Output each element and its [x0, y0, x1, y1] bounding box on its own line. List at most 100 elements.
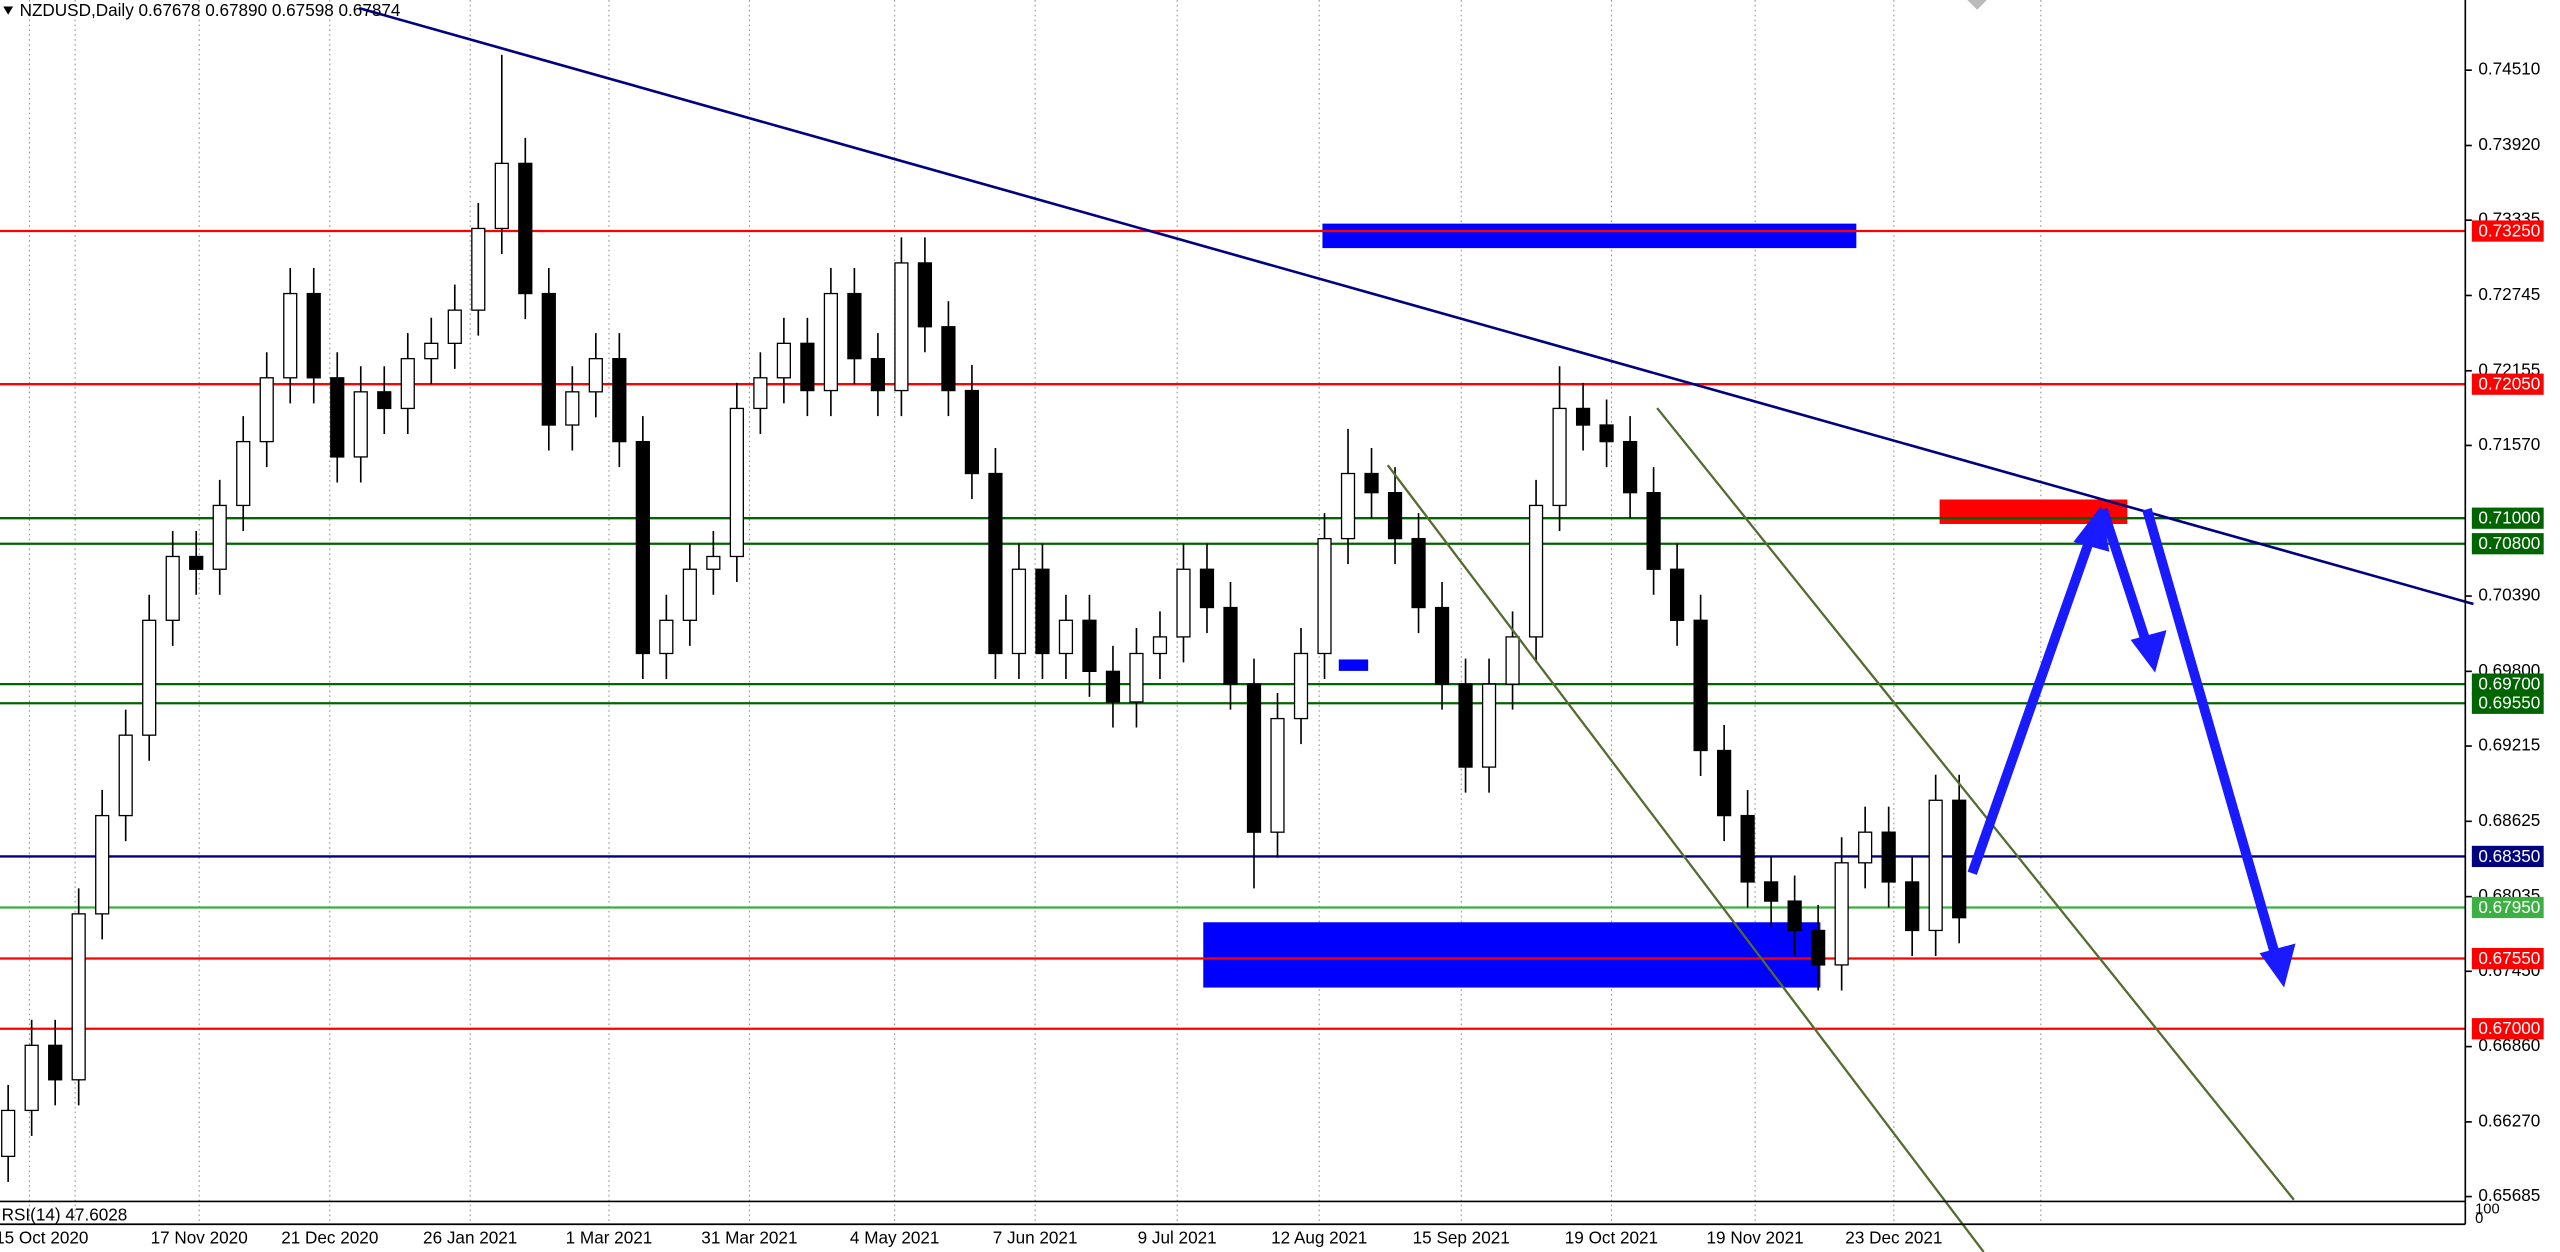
candle-body	[1622, 440, 1638, 494]
candle-body	[400, 358, 415, 410]
candle-body	[1105, 670, 1121, 703]
candle-body	[964, 389, 980, 475]
x-tick-label: 23 Dec 2021	[1845, 1227, 1942, 1247]
candle-body	[729, 407, 744, 558]
level-label: 0.68350	[2478, 846, 2540, 866]
candle-body	[48, 1044, 63, 1081]
x-tick-label: 1 Mar 2021	[566, 1227, 653, 1247]
candle-body	[847, 292, 862, 360]
candle-body	[753, 377, 768, 410]
candle-body	[24, 1044, 39, 1112]
zone-box	[1322, 223, 1857, 249]
y-tick-label: 0.65685	[2478, 1185, 2540, 1205]
candle-body	[1811, 929, 1826, 966]
y-tick-label: 0.70390	[2478, 585, 2540, 605]
candle-body	[118, 734, 133, 817]
candle-body	[1340, 472, 1356, 540]
candle-body	[706, 555, 721, 570]
candle-body	[1387, 492, 1403, 540]
y-tick-label: 0.72745	[2478, 284, 2540, 304]
candle-body	[588, 358, 603, 393]
level-label: 0.67950	[2478, 897, 2540, 917]
x-tick-label: 19 Oct 2021	[1565, 1227, 1658, 1247]
candle-body	[1834, 862, 1849, 966]
rsi-tick-label: 0	[2475, 1211, 2483, 1227]
menu-icon[interactable]	[3, 6, 14, 15]
level-label-box	[2471, 373, 2544, 395]
candle-body	[1434, 606, 1450, 685]
candle-body	[142, 619, 157, 736]
candle-body	[612, 358, 627, 443]
level-label-box	[2471, 533, 2544, 555]
candle-body	[1293, 652, 1309, 720]
x-tick-label: 21 Dec 2020	[281, 1227, 378, 1247]
level-label: 0.69550	[2478, 693, 2540, 713]
candle-body	[870, 358, 886, 392]
x-tick-label: 4 May 2021	[850, 1227, 940, 1247]
candle-body	[236, 440, 251, 507]
candle-body	[1528, 504, 1544, 638]
candle-body	[659, 619, 674, 655]
candle-body	[823, 292, 839, 392]
arrow	[2098, 507, 2154, 652]
x-tick-label: 15 Oct 2020	[0, 1227, 88, 1247]
candle-body	[1669, 568, 1685, 621]
candle-body	[71, 913, 86, 1081]
candle-body	[494, 162, 509, 230]
candle-body	[1881, 831, 1896, 883]
candle-body	[189, 555, 204, 570]
level-label-box	[2471, 896, 2544, 919]
arrow-head	[2130, 630, 2167, 673]
candle-body	[565, 391, 580, 426]
x-tick-label: 31 Mar 2021	[701, 1227, 797, 1247]
candle-body	[1740, 814, 1755, 883]
candle-body	[1364, 472, 1379, 494]
marker	[1967, 0, 1987, 10]
candle-body	[1928, 799, 1943, 932]
candle-body	[1575, 407, 1591, 426]
level-label-box	[2471, 220, 2544, 242]
level-label: 0.67000	[2478, 1018, 2540, 1038]
zone-box	[1338, 659, 1369, 671]
x-tick-label: 19 Nov 2021	[1707, 1227, 1804, 1247]
candle-body	[377, 391, 392, 410]
candle-body	[95, 814, 110, 915]
candle-body	[1246, 683, 1262, 833]
x-tick-label: 26 Jan 2021	[423, 1227, 517, 1247]
candle-body	[1058, 619, 1074, 655]
y-tick-label: 0.66270	[2478, 1110, 2540, 1130]
candle-body	[1082, 619, 1097, 673]
arrow-head	[2259, 943, 2296, 988]
candle-body	[800, 342, 815, 392]
y-tick-label: 0.73920	[2478, 134, 2540, 154]
drawings	[358, 0, 2474, 1252]
level-label-box	[2471, 692, 2544, 714]
candle-body	[283, 292, 298, 379]
candle-body	[1952, 799, 1967, 919]
candle-body	[1552, 407, 1567, 507]
channel-line	[1656, 407, 2295, 1201]
candle-body	[1693, 619, 1708, 752]
level-label-box	[2471, 947, 2544, 970]
y-tick-label: 0.66860	[2478, 1035, 2540, 1055]
candle-body	[1, 1109, 16, 1158]
rsi-tick-label: 100	[2475, 1201, 2500, 1217]
level-label-box	[2471, 845, 2544, 868]
candle-body	[1035, 568, 1050, 655]
candle-body	[353, 391, 368, 458]
candle-body	[1176, 568, 1191, 638]
candle-body	[471, 227, 486, 311]
candle-body	[1411, 537, 1426, 609]
candle-body	[1317, 537, 1332, 655]
candle-body	[941, 326, 956, 392]
x-tick-label: 17 Nov 2020	[151, 1227, 248, 1247]
level-label: 0.71000	[2478, 508, 2540, 528]
candle-body	[1199, 568, 1215, 609]
candle-body	[1599, 424, 1614, 443]
level-label: 0.67550	[2478, 948, 2540, 968]
level-label-box	[2471, 1018, 2544, 1040]
candle-body	[776, 342, 791, 379]
candle-body	[447, 309, 462, 344]
arrow	[1967, 523, 2100, 875]
